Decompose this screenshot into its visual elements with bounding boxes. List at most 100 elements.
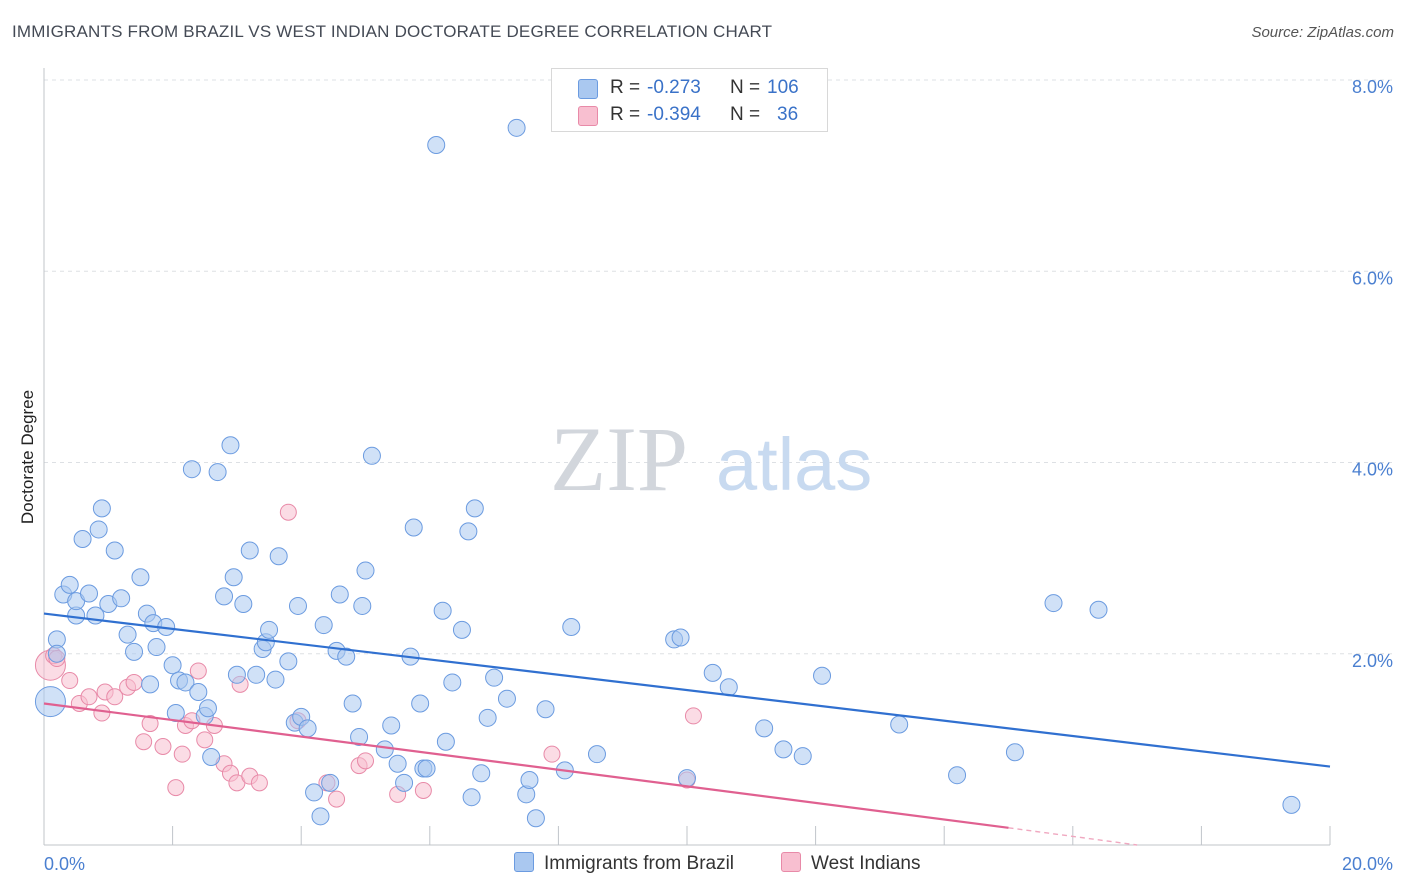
brazil-point (452, 620, 471, 639)
brazil-point (671, 628, 690, 647)
brazil-point (266, 670, 285, 689)
brazil-point (125, 642, 144, 661)
brazil-point (433, 601, 452, 620)
watermark-atlas: atlas (716, 423, 872, 506)
west-indians-trend-line (43, 702, 1009, 829)
brazil-point (215, 587, 234, 606)
brazil-point (703, 663, 722, 682)
brazil-point (73, 530, 92, 548)
bottom-legend-brazil: Immigrants from Brazil (514, 852, 734, 875)
west-indians-trend-extension (1008, 827, 1138, 846)
brazil-point (465, 499, 484, 518)
brazil-point (678, 769, 696, 788)
legend-r-label: R = (610, 77, 641, 98)
brazil-point (260, 620, 279, 639)
brazil-point (1282, 795, 1301, 814)
brazil-point (288, 596, 307, 615)
brazil-point (462, 788, 481, 807)
brazil-point (536, 700, 555, 719)
brazil-point (719, 678, 738, 697)
brazil-point (755, 719, 774, 738)
west-indians-point (106, 688, 124, 706)
bottom-legend-label-brazil: Immigrants from Brazil (544, 853, 735, 874)
brazil-point (388, 754, 407, 773)
brazil-point (141, 675, 160, 694)
brazil-point (948, 766, 967, 785)
brazil-point (774, 740, 793, 759)
watermark-zip: ZIP (550, 408, 688, 510)
brazil-point (269, 547, 288, 566)
brazil-point (443, 673, 462, 692)
brazil-point (208, 463, 227, 482)
brazil-point (298, 719, 317, 738)
brazil-point (337, 647, 356, 666)
legend-row-brazil: R = -0.273 N = 106 (552, 75, 827, 101)
brazil-point (227, 665, 246, 684)
brazil-points (34, 118, 1301, 828)
brazil-point (427, 136, 446, 155)
brazil-point (311, 807, 330, 826)
west-indians-point (135, 733, 153, 751)
brazil-point (89, 520, 108, 539)
bottom-legend-swatch-brazil (514, 852, 534, 872)
west-indians-point (125, 673, 143, 691)
brazil-point (587, 745, 606, 764)
brazil-point (478, 708, 497, 727)
stats-legend: R = -0.273 N = 106 R = -0.394 N = 36 (551, 68, 828, 132)
brazil-point (1044, 594, 1063, 613)
brazil-point (105, 541, 124, 560)
brazil-point (198, 699, 217, 718)
chart-title: IMMIGRANTS FROM BRAZIL VS WEST INDIAN DO… (12, 22, 773, 41)
brazil-point (526, 809, 545, 828)
brazil-point (92, 499, 111, 518)
y-tick-label: 6.0% (1352, 268, 1393, 288)
west-indians-point (154, 738, 172, 756)
legend-n-value-west-indians: 36 (777, 104, 799, 125)
tick-labels: 2.0% 4.0% 6.0% 8.0% 0.0% 20.0% (44, 77, 1393, 874)
brazil-point (240, 541, 259, 560)
bottom-legend-swatch-west-indians (781, 852, 801, 872)
x-tick-label-max: 20.0% (1342, 854, 1393, 874)
brazil-point (247, 665, 266, 684)
brazil-point (224, 568, 243, 587)
brazil-point (813, 666, 832, 685)
axes (43, 68, 1331, 846)
west-indians-point (279, 503, 297, 521)
legend-n-label: N = (730, 77, 761, 98)
legend-swatch-brazil (578, 79, 598, 99)
west-indians-point (93, 704, 111, 722)
brazil-point (353, 596, 372, 615)
brazil-point (436, 732, 455, 751)
watermark: ZIP atlas (550, 408, 872, 510)
bottom-legend-label-west-indians: West Indians (811, 853, 921, 874)
legend-row-west-indians: R = -0.394 N = 36 (552, 102, 827, 128)
y-tick-label: 8.0% (1352, 77, 1393, 97)
brazil-point (189, 683, 208, 701)
brazil-point (305, 783, 324, 802)
source-label: Source: ZipAtlas.com (1251, 24, 1394, 41)
brazil-point (375, 740, 394, 759)
west-indians-point (167, 779, 185, 797)
brazil-point (395, 773, 414, 792)
y-tick-label: 4.0% (1352, 460, 1393, 480)
brazil-point (411, 694, 430, 713)
west-indians-point (189, 662, 207, 680)
west-indians-point (196, 731, 214, 749)
bottom-legend-west-indians: West Indians (781, 852, 920, 875)
brazil-point (176, 673, 195, 692)
x-tick-label-min: 0.0% (44, 854, 85, 874)
west-indians-point (357, 752, 374, 770)
gridlines (44, 79, 1392, 655)
brazil-point (507, 118, 526, 137)
brazil-point (47, 644, 66, 663)
brazil-point (330, 585, 349, 604)
brazil-point (404, 518, 423, 537)
brazil-point (234, 595, 253, 614)
brazil-point (221, 436, 240, 455)
west-indians-point (328, 790, 346, 808)
brazil-point (793, 747, 812, 766)
brazil-point (497, 689, 516, 708)
legend-r-value-brazil: -0.273 (647, 77, 701, 98)
trend-lines (43, 612, 1331, 846)
